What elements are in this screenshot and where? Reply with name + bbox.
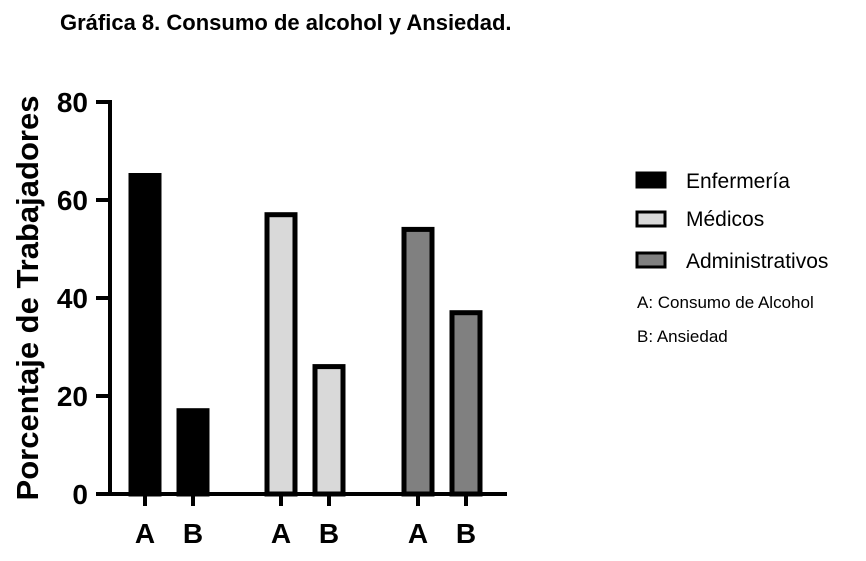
bar bbox=[312, 364, 346, 497]
bar bbox=[176, 408, 210, 497]
y-tick-label: 60 bbox=[57, 185, 88, 216]
legend-swatch-enfermeria bbox=[635, 171, 667, 189]
y-axis-label: Porcentaje de Trabajadores bbox=[10, 96, 45, 501]
y-tick-label: 0 bbox=[72, 479, 88, 510]
bar bbox=[128, 173, 162, 497]
y-tick-label: 40 bbox=[57, 283, 88, 314]
x-tick-label: B bbox=[319, 518, 339, 549]
x-tick-label: A bbox=[135, 518, 155, 549]
y-tick-label: 20 bbox=[57, 381, 88, 412]
legend-label-administrativos: Administrativos bbox=[686, 250, 828, 273]
bars bbox=[128, 173, 483, 497]
y-axis: 0 20 40 60 80 bbox=[57, 87, 112, 510]
y-tick-label: 80 bbox=[57, 87, 88, 118]
bar bbox=[449, 310, 483, 497]
chart-title: Gráfica 8. Consumo de alcohol y Ansiedad… bbox=[60, 10, 512, 35]
x-tick-label: A bbox=[271, 518, 291, 549]
bar bbox=[401, 226, 435, 497]
legend-label-medicos: Médicos bbox=[686, 208, 764, 231]
x-tick-label: A bbox=[408, 518, 428, 549]
legend-swatch-administrativos bbox=[635, 251, 667, 269]
x-tick-label: B bbox=[456, 518, 476, 549]
legend-label-enfermeria: Enfermería bbox=[686, 170, 790, 193]
bar bbox=[264, 212, 298, 497]
legend: Enfermería Médicos Administrativos A: Co… bbox=[635, 170, 828, 346]
x-tick-label: B bbox=[183, 518, 203, 549]
legend-note-b: B: Ansiedad bbox=[637, 327, 728, 346]
legend-note-a: A: Consumo de Alcohol bbox=[637, 293, 814, 312]
legend-swatch-medicos bbox=[635, 210, 667, 228]
